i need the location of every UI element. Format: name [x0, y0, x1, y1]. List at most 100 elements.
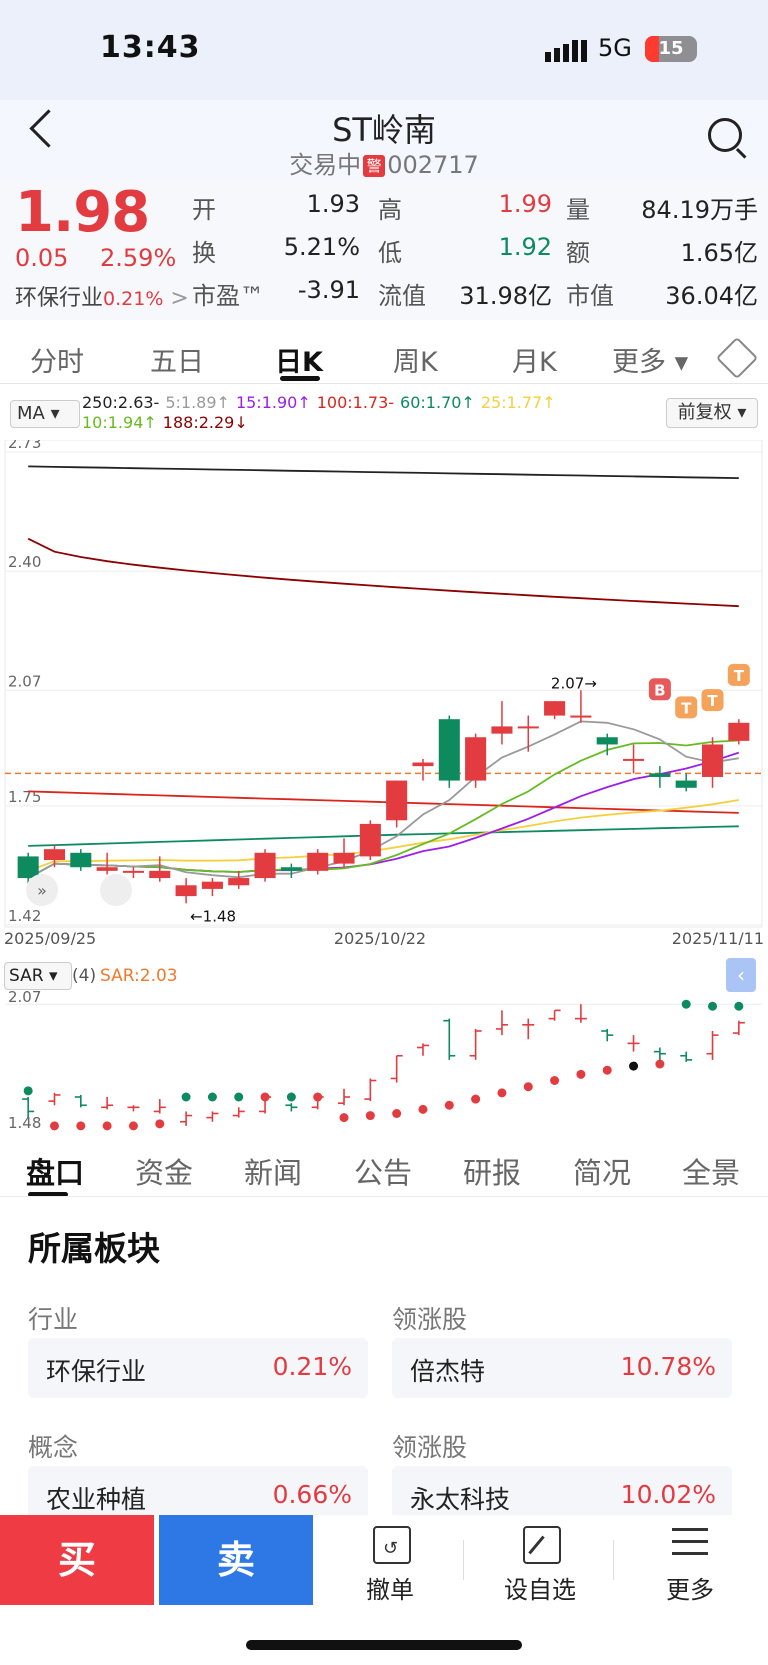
sar-dot: [392, 1109, 402, 1118]
tab-2[interactable]: 日K: [275, 347, 323, 378]
add-watchlist-button[interactable]: 设自选: [480, 1520, 600, 1604]
leader-pct: 10.78%: [620, 1352, 716, 1381]
ma-line: [28, 825, 739, 847]
leader-card-industry[interactable]: 倍杰特 10.78%: [392, 1338, 732, 1398]
tab-3[interactable]: 周K: [393, 347, 438, 378]
trading-status: 交易中: [289, 151, 362, 179]
ma-legend-item: 15:1.90↑: [235, 393, 311, 412]
more-button[interactable]: 更多: [630, 1520, 750, 1604]
divider: [613, 1540, 614, 1580]
stock-subtitle: 交易中警 002717: [0, 145, 768, 180]
ma-line: [28, 790, 739, 814]
candle-body: [623, 758, 645, 761]
section-tab-5[interactable]: 简况: [573, 1156, 632, 1190]
sar-dot: [523, 1082, 533, 1092]
quote-label: 换: [192, 239, 216, 267]
ma-legend-item: 5:1.89↑: [165, 393, 230, 412]
candle-body: [175, 885, 197, 897]
cancel-order-button[interactable]: ↺ 撤单: [330, 1520, 450, 1604]
x-tick-label: 2025/10/22: [334, 929, 426, 945]
section-tab-3[interactable]: 公告: [354, 1156, 413, 1190]
sar-dot: [102, 1121, 112, 1131]
quote-value: 1.65亿: [680, 239, 758, 267]
sell-button[interactable]: 卖: [159, 1515, 313, 1605]
collapse-icon[interactable]: ‹: [726, 958, 756, 992]
sar-dot: [260, 1092, 270, 1102]
fullscreen-icon: [100, 874, 132, 906]
candle-body: [438, 719, 460, 781]
divider: [463, 1540, 464, 1580]
status-bar: [0, 0, 768, 100]
divider: [0, 383, 768, 384]
tab-5[interactable]: 更多 ▾: [612, 347, 689, 378]
section-tab-0[interactable]: 盘口: [26, 1156, 85, 1190]
sar-dot: [339, 1113, 349, 1123]
candle-body: [649, 773, 671, 777]
sar-dot: [49, 1121, 59, 1131]
sar-dot: [155, 1119, 165, 1129]
sar-dot: [207, 1092, 217, 1102]
candle-body: [17, 856, 39, 879]
ma-line: [27, 799, 739, 872]
section-tab-4[interactable]: 研报: [463, 1156, 522, 1190]
group-label-concept: 概念: [28, 1433, 79, 1462]
y-tick-label: 2.40: [8, 553, 41, 571]
ma-legend-item: 25:1.77↑: [480, 393, 556, 412]
sar-dot: [444, 1100, 454, 1110]
indicator-select[interactable]: MA ▾: [10, 400, 80, 428]
menu-icon: [672, 1526, 708, 1558]
trade-marker-label: T: [734, 667, 745, 685]
candle-body: [412, 762, 434, 767]
candle-body: [386, 780, 408, 821]
quote-panel: [0, 180, 768, 320]
trade-marker: [675, 696, 698, 719]
buy-button[interactable]: 买: [0, 1515, 154, 1605]
quote-value: 84.19万手: [641, 196, 758, 224]
group-label-leader: 领涨股: [392, 1305, 468, 1334]
price-change: 0.05: [15, 244, 69, 272]
stock-code: 002717: [387, 151, 479, 179]
sar-select[interactable]: SAR ▾: [4, 962, 72, 990]
sar-dot: [471, 1094, 481, 1104]
trade-marker-label: T: [681, 699, 692, 717]
industry-link[interactable]: 环保行业0.21% >: [15, 280, 189, 312]
quote-label: 开: [192, 196, 216, 224]
y-tick-label: 1.75: [8, 788, 41, 806]
adjust-select[interactable]: 前复权 ▾: [666, 398, 758, 428]
candle-body: [491, 726, 513, 734]
candle-body: [201, 881, 223, 889]
candle-body: [517, 726, 539, 729]
sector-card-industry[interactable]: 环保行业 0.21%: [28, 1338, 368, 1398]
sar-dot: [418, 1104, 428, 1114]
sector-heading: 所属板块: [28, 1229, 160, 1268]
trade-marker: [701, 689, 724, 712]
candle-body: [728, 722, 750, 741]
section-tab-6[interactable]: 全景: [682, 1156, 741, 1190]
candle-body: [122, 870, 144, 873]
ma-legend-item: 10:1.94↑: [82, 413, 157, 432]
ma-legend-item: 250:2.63-: [82, 393, 160, 412]
x-tick-label: 2025/09/25: [4, 929, 96, 945]
sar-dot: [181, 1092, 191, 1102]
trade-marker: [727, 663, 750, 686]
quote-value: 36.04亿: [665, 282, 758, 310]
leader-name: 倍杰特: [410, 1357, 486, 1386]
section-tab-1[interactable]: 资金: [135, 1156, 194, 1190]
section-tab-2[interactable]: 新闻: [244, 1156, 303, 1190]
candle-body: [96, 867, 118, 871]
quote-label: 流值: [378, 282, 426, 310]
settings-icon[interactable]: [715, 336, 759, 380]
search-icon[interactable]: [708, 118, 742, 152]
tab-4[interactable]: 月K: [512, 347, 557, 378]
tab-0[interactable]: 分时: [30, 347, 84, 378]
ma-legend-item: 60:1.70↑: [400, 393, 475, 412]
undo-icon: ↺: [373, 1526, 411, 1564]
trade-marker: [648, 678, 671, 701]
tab-1[interactable]: 五日: [150, 347, 204, 378]
quote-label: 市值: [566, 282, 614, 310]
quote-label: 量: [566, 196, 590, 224]
leader-pct: 10.02%: [620, 1480, 716, 1509]
candle-body: [43, 849, 66, 861]
sar-chart: 2.07 1.48: [5, 990, 762, 1132]
